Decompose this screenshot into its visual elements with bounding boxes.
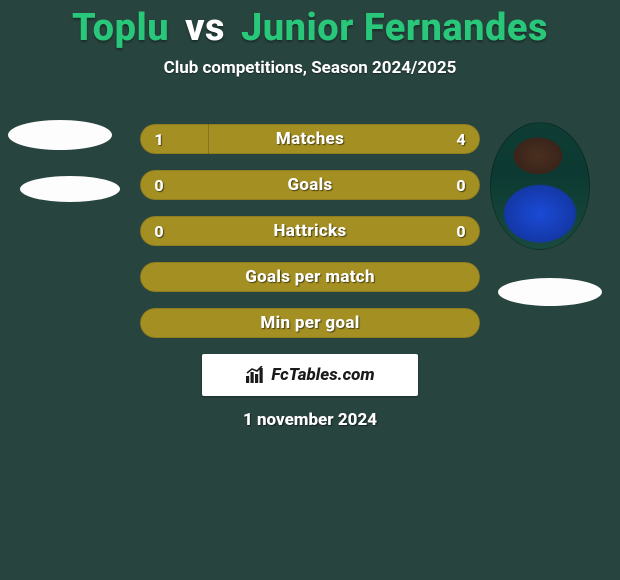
stat-bar-value-right: 0 [446, 216, 476, 246]
stat-bar: Goals per match [140, 262, 480, 292]
avatar-left-placeholder-2 [20, 176, 120, 202]
stat-bar-label: Min per goal [140, 308, 480, 338]
avatar-right-placeholder [498, 278, 602, 306]
stat-bar: Min per goal [140, 308, 480, 338]
stat-bar: Hattricks0 0 [140, 216, 480, 246]
stat-bar-value-left: 1 [144, 124, 174, 154]
subtitle: Club competitions, Season 2024/2025 [0, 58, 620, 78]
title-player2: Junior Fernandes [241, 6, 548, 50]
branding-badge: FcTables.com [202, 354, 418, 396]
stat-bars: Matches14Goals00Hattricks00Goals per mat… [140, 124, 480, 354]
stat-bar-value-right: 4 [446, 124, 476, 154]
stat-bar-label: Matches [140, 124, 480, 154]
stat-bar-value-left: 0 [144, 170, 174, 200]
stat-bar-value-right: 0 [446, 170, 476, 200]
stat-bar-label: Goals [140, 170, 480, 200]
title-vs: vs [185, 6, 225, 50]
page-title: Toplu vs Junior Fernandes [0, 0, 620, 50]
date: 1 november 2024 [0, 410, 620, 430]
stat-bar-label: Hattricks [140, 216, 480, 246]
branding-text: FcTables.com [271, 365, 374, 385]
avatar-left-placeholder-1 [8, 120, 112, 150]
stat-bar: Matches1 4 [140, 124, 480, 154]
stat-bar: Goals0 0 [140, 170, 480, 200]
stat-bar-value-left: 0 [144, 216, 174, 246]
bar-chart-icon [245, 366, 265, 384]
title-player1: Toplu [72, 6, 169, 50]
stat-bar-label: Goals per match [140, 262, 480, 292]
avatar-right-photo [490, 122, 590, 250]
